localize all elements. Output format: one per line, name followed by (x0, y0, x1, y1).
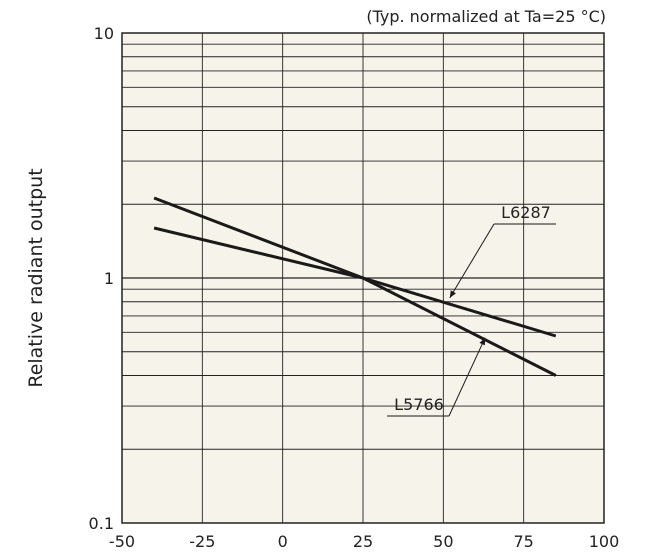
y-tick-label: 1 (104, 269, 114, 288)
x-tick-label: 75 (513, 532, 533, 551)
x-tick-label: -25 (189, 532, 215, 551)
annotation-label: L5766 (394, 395, 444, 414)
annotation-arrowhead (449, 290, 456, 298)
annotation-label: L6287 (501, 203, 551, 222)
annotation-l6287: L6287 (449, 203, 556, 299)
annotation-arrowhead (479, 337, 486, 346)
annotation-leader (448, 337, 486, 417)
annotation-leader (449, 223, 495, 299)
x-tick-label: 50 (433, 532, 453, 551)
series-line-l5766 (153, 196, 557, 377)
x-axis-ticks: -50 -25 0 25 50 75 100 (109, 532, 619, 551)
series-lines (153, 196, 557, 377)
x-tick-label: 25 (353, 532, 373, 551)
plot-frame (121, 32, 605, 524)
y-tick-label: 0.1 (89, 514, 114, 533)
x-tick-label: 0 (278, 532, 288, 551)
grid-lines (122, 33, 604, 523)
y-tick-label: 10 (94, 24, 114, 43)
annotation-l5766: L5766 (387, 337, 486, 417)
x-tick-label: 100 (589, 532, 620, 551)
normalization-note: (Typ. normalized at Ta=25 °C) (366, 7, 606, 26)
y-axis-ticks: 0.1 1 10 (89, 24, 114, 533)
series-annotations: L6287 L5766 (387, 203, 556, 417)
y-axis-label: Relative radiant output (25, 168, 47, 387)
x-tick-label: -50 (109, 532, 135, 551)
